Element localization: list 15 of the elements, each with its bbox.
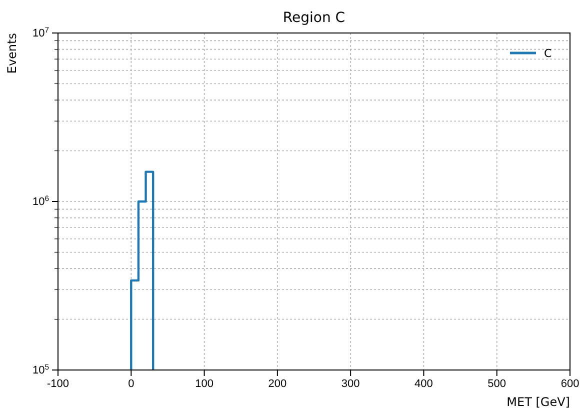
y-axis-title: Events bbox=[5, 33, 19, 74]
legend-label: C bbox=[544, 47, 552, 60]
x-tick-label: 200 bbox=[268, 378, 287, 390]
x-tick-label: 600 bbox=[560, 378, 580, 390]
x-tick-label: 400 bbox=[414, 378, 433, 390]
x-tick-label: 0 bbox=[128, 378, 134, 390]
y-tick-label: 10$^{5}$ bbox=[32, 362, 49, 377]
y-tick-label: 10$^{6}$ bbox=[32, 194, 49, 208]
x-tick-label: 300 bbox=[341, 378, 360, 390]
x-axis-title: MET [GeV] bbox=[506, 395, 570, 409]
y-tick-label: 10$^{7}$ bbox=[32, 25, 49, 40]
chart-title: Region C bbox=[282, 10, 346, 26]
x-tick-label: -100 bbox=[46, 378, 70, 390]
x-tick-label: 100 bbox=[195, 378, 214, 390]
x-tick-label: 500 bbox=[488, 378, 506, 390]
